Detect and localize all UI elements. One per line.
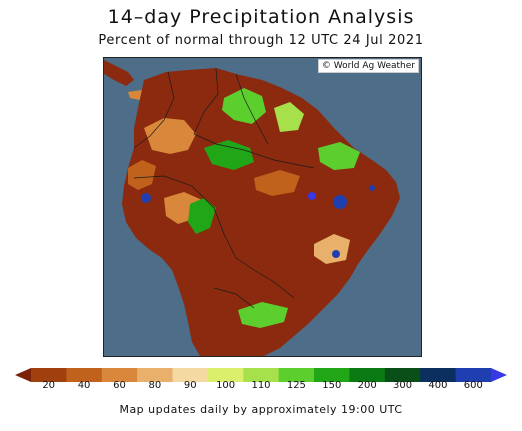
legend-tick-label: 110 [251,380,271,391]
region-blue-3 [369,185,375,191]
map-subtitle: Percent of normal through 12 UTC 24 Jul … [98,33,424,48]
legend-swatch [66,368,103,382]
legend-tick-label: 300 [392,380,413,391]
legend-swatch [101,368,138,382]
legend-tick-label: 60 [113,380,126,391]
region-green-amazon [204,140,254,170]
legend-tick-label: 100 [216,380,236,391]
region-blue-2 [308,192,316,200]
map-footer-note: Map updates daily by approximately 19:00… [119,403,403,416]
legend-tick-label: 150 [322,380,342,391]
central-america-land [104,60,134,86]
map-credit: © World Ag Weather [317,59,419,73]
region-lightgreen-north [274,102,304,132]
legend-tick-label: 600 [463,380,483,391]
color-legend-labels: 20 40 60 80 90 100 110 125 150 200 300 400 600 [0,380,522,394]
legend-tick-label: 20 [42,380,56,391]
region-orange-nw [144,118,196,154]
region-orange-center [254,170,300,196]
legend-swatch [384,368,421,382]
region-blue-5 [141,193,151,203]
region-green-south [238,302,288,328]
legend-swatch [243,368,280,382]
legend-swatch [137,368,174,382]
legend-swatch [31,368,67,382]
region-blue-4 [332,250,340,258]
precipitation-map: © World Ag Weather [103,57,422,357]
region-orange-w [128,160,156,190]
region-blue-1 [333,195,347,209]
legend-swatch [278,368,315,382]
legend-swatch [207,368,244,382]
legend-left-arrow [15,368,31,382]
country-borders [133,67,315,309]
region-green-north [222,88,266,124]
color-legend-bar [15,368,507,382]
legend-swatch [314,368,350,382]
legend-tick-label: 200 [357,380,377,391]
legend-tick-label: 40 [77,380,91,391]
region-green-northeast [318,142,360,170]
region-green-andes [188,198,216,234]
legend-swatch [172,368,209,382]
map-canvas [104,58,421,356]
legend-tick-label: 125 [286,380,306,391]
map-title: 14–day Precipitation Analysis [107,6,415,28]
legend-tick-label: 400 [428,380,448,391]
legend-swatch [455,368,492,382]
legend-right-arrow [491,368,507,382]
legend-swatch [349,368,386,382]
legend-swatch [420,368,457,382]
region-tan-southeast [314,234,350,264]
legend-tick-label: 90 [183,380,197,391]
legend-tick-label: 80 [148,380,162,391]
